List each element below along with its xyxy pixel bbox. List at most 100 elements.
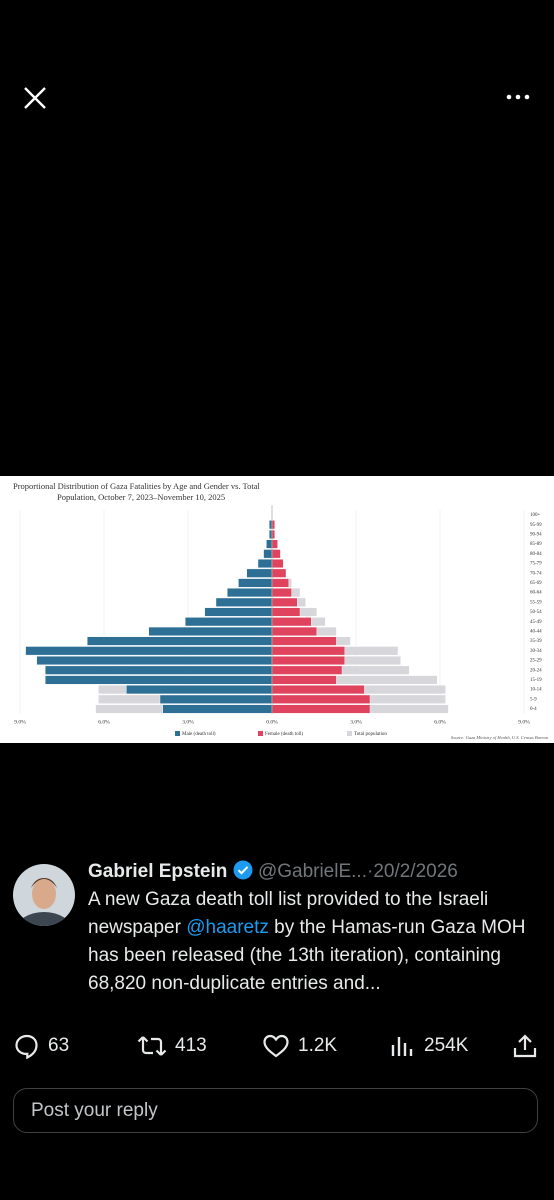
bar (271, 665, 343, 675)
reply-count: 63 (48, 1035, 70, 1056)
age-label: 35-39 (530, 639, 542, 644)
age-label: 65-69 (530, 581, 542, 586)
like-action[interactable]: 1.2K (262, 1032, 337, 1060)
age-label: 100+ (530, 513, 541, 518)
like-count: 1.2K (298, 1035, 338, 1056)
reply-icon (15, 1034, 38, 1059)
bar (271, 597, 298, 607)
bar (257, 558, 273, 568)
x-tick-label: 0.0% (266, 719, 278, 725)
verified-badge (233, 860, 253, 880)
bar (226, 588, 273, 598)
age-label: 50-54 (530, 610, 542, 615)
bar (184, 617, 273, 627)
age-label: 45-49 (530, 620, 542, 625)
bar (269, 520, 273, 530)
bar (271, 626, 317, 636)
bar (271, 617, 312, 627)
bar (271, 549, 281, 559)
legend-label: Total population (354, 732, 387, 737)
bar (148, 626, 273, 636)
bar (45, 675, 273, 685)
legend-label: Female (death toll) (265, 732, 303, 737)
bar (162, 704, 273, 714)
x-tick-label: 3.0% (182, 719, 194, 725)
repost-count: 413 (175, 1035, 207, 1056)
age-label: 25-29 (530, 659, 542, 664)
age-label: 85-89 (530, 542, 542, 547)
tweet-text: A new Gaza death toll list provided to t… (88, 886, 548, 998)
text-part: A new Gaza death toll list provided to t… (88, 889, 489, 938)
views-action[interactable]: 254K (390, 1032, 468, 1060)
author-name[interactable]: Gabriel Epstein (88, 861, 228, 882)
bar (271, 539, 278, 549)
age-label: 60-64 (530, 591, 542, 596)
bar (271, 588, 292, 598)
bar (271, 558, 284, 568)
bar (238, 578, 273, 588)
age-label: 30-34 (530, 649, 542, 654)
age-label: 95-99 (530, 523, 542, 528)
bar (271, 568, 287, 578)
bar (126, 685, 273, 695)
legend-swatch (258, 731, 263, 736)
x-tick-label: 9.0% (14, 719, 26, 725)
age-label: 80-84 (530, 552, 542, 557)
share-button[interactable] (512, 1033, 538, 1059)
bar (271, 685, 365, 695)
age-label: 20-24 (530, 668, 542, 673)
views-count: 254K (424, 1035, 469, 1056)
bar (271, 529, 275, 539)
bar (263, 549, 273, 559)
repost-icon (137, 1036, 167, 1056)
age-label: 70-74 (530, 571, 542, 576)
chart-image[interactable]: Proportional Distribution of Gaza Fatali… (0, 476, 554, 743)
bar (269, 529, 273, 539)
more-button[interactable] (506, 92, 530, 102)
tweet: Gabriel Epstein @GabrielE...·20/2/2026 A… (88, 858, 548, 998)
bar (271, 655, 346, 665)
age-label: 75-79 (530, 562, 542, 567)
age-label: 90-94 (530, 533, 542, 538)
bar (271, 636, 337, 646)
bar (271, 704, 371, 714)
reply-box[interactable]: Post your reply (13, 1088, 538, 1133)
bar (266, 539, 273, 549)
legend-swatch (175, 731, 180, 736)
bar (36, 655, 273, 665)
reply-placeholder: Post your reply (31, 1100, 158, 1121)
bar (45, 665, 273, 675)
x-tick-label: 3.0% (350, 719, 362, 725)
age-label: 40-44 (530, 630, 542, 635)
text-part: by the Hamas-run Gaza MOH has been relea… (88, 917, 526, 994)
chart-title: Population, October 7, 2023–November 10,… (57, 492, 225, 502)
x-tick-label: 6.0% (434, 719, 446, 725)
like-icon (263, 1034, 289, 1058)
age-label: 5-9 (530, 697, 537, 702)
bar (271, 675, 337, 685)
legend-label: Male (death toll) (182, 732, 216, 737)
views-icon (391, 1037, 413, 1056)
bar (86, 636, 273, 646)
tweet-header: Gabriel Epstein @GabrielE...·20/2/2026 (88, 858, 548, 886)
separator: · (366, 861, 374, 882)
age-label: 15-19 (530, 678, 542, 683)
bar (271, 694, 371, 704)
reply-action[interactable]: 63 (14, 1032, 69, 1060)
x-tick-label: 9.0% (518, 719, 530, 725)
author-handle[interactable]: @GabrielE... (257, 861, 367, 882)
age-label: 55-59 (530, 600, 542, 605)
close-button[interactable] (23, 86, 47, 110)
bar (246, 568, 273, 578)
x-tick-label: 6.0% (98, 719, 110, 725)
bar (271, 520, 275, 530)
bar (271, 607, 301, 617)
bar (215, 597, 273, 607)
repost-action[interactable]: 413 (137, 1032, 207, 1060)
age-label: 10-14 (530, 688, 542, 693)
avatar[interactable] (13, 864, 75, 926)
mention[interactable]: @haaretz (186, 917, 269, 938)
bar (159, 694, 273, 704)
chart-source: Source: Gaza Ministry of Health, U.S. Ce… (451, 735, 549, 741)
